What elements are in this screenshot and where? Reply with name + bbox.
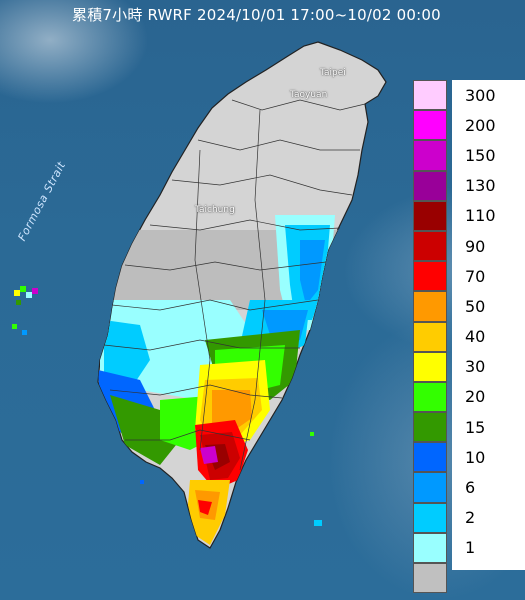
place-label-taichung: Taichung [195,205,235,215]
legend-row: 130 [413,170,509,201]
legend-swatch [413,200,447,231]
legend-swatch [413,110,447,141]
legend-swatch [413,472,447,503]
legend-swatch [413,80,447,111]
legend-swatch [413,381,447,413]
legend-row [413,563,509,594]
legend-row: 300 [413,80,509,111]
legend-row: 200 [413,110,509,141]
legend-label: 200 [465,115,496,135]
legend-label: 30 [465,357,486,377]
legend-swatch [413,351,447,382]
legend-swatch [413,321,447,352]
legend-row: 1 [413,532,509,563]
legend-label: 90 [465,236,486,256]
legend-row: 90 [413,230,509,262]
legend-row: 10 [413,442,509,473]
legend-label: 20 [465,387,486,407]
legend-row: 30 [413,351,509,382]
legend-swatch [413,563,447,594]
legend-row: 150 [413,140,509,171]
legend-row: 20 [413,381,509,413]
place-label-taoyuan: Taoyuan [290,90,328,100]
legend-swatch [413,412,447,443]
place-label-taipei: Taipei [320,68,346,78]
legend-swatch [413,170,447,201]
legend-label: 6 [465,478,476,498]
rainfall-overlay [98,215,340,545]
color-legend: 300 200 150 130 110 90 70 50 40 30 20 15 10 6 2 1 [413,80,509,594]
legend-swatch [413,230,447,262]
legend-row: 2 [413,502,509,533]
legend-label: 130 [465,176,496,196]
map-title: 累積7小時 RWRF 2024/10/01 17:00~10/02 00:00 [72,6,441,24]
legend-label: 110 [465,206,496,226]
legend-label: 2 [465,508,476,528]
legend-label: 1 [465,538,476,558]
legend-swatch [413,532,447,563]
county-boundaries [103,99,366,471]
legend-label: 15 [465,417,486,437]
legend-background [452,80,525,570]
legend-row: 6 [413,472,509,503]
legend-row: 40 [413,321,509,352]
legend-row: 15 [413,412,509,443]
legend-label: 40 [465,327,486,347]
offshore-cells [12,286,322,526]
legend-label: 300 [465,85,496,105]
legend-swatch [413,291,447,322]
legend-swatch [413,502,447,533]
legend-swatch [413,140,447,171]
legend-label: 10 [465,447,486,467]
legend-row: 70 [413,261,509,292]
legend-label: 70 [465,266,486,286]
legend-swatch [413,442,447,473]
legend-row: 110 [413,200,509,231]
legend-label: 150 [465,145,496,165]
legend-swatch [413,261,447,292]
legend-row: 50 [413,291,509,322]
legend-label: 50 [465,296,486,316]
